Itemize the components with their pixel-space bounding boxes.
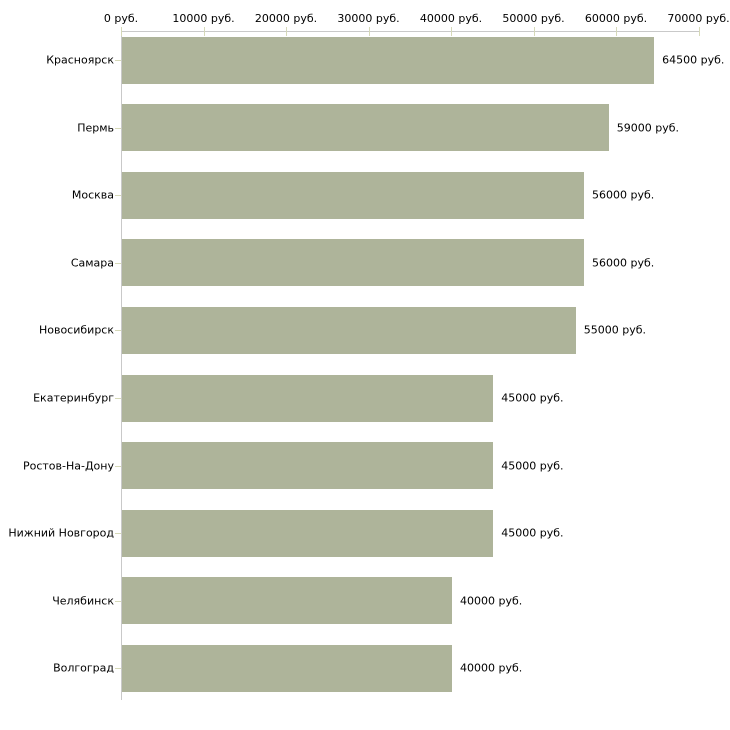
bar bbox=[122, 442, 494, 490]
bar bbox=[122, 104, 609, 152]
x-axis-tick-mark bbox=[451, 27, 452, 36]
category-tick-mark bbox=[115, 601, 121, 602]
bar bbox=[122, 36, 655, 84]
category-label: Ростов-На-Дону bbox=[22, 459, 114, 473]
x-axis-tick-label: 0 руб. bbox=[103, 12, 139, 25]
category-label: Екатеринбург bbox=[33, 391, 114, 405]
value-label: 40000 руб. bbox=[460, 661, 523, 675]
bar bbox=[122, 374, 494, 422]
category-tick-mark bbox=[115, 398, 121, 399]
x-axis-tick-mark bbox=[368, 27, 370, 36]
x-axis-tick-mark bbox=[203, 27, 205, 36]
x-axis-tick-mark bbox=[121, 27, 122, 36]
value-label: 56000 руб. bbox=[592, 256, 655, 270]
value-label: 59000 руб. bbox=[616, 121, 680, 135]
value-label: 45000 руб. bbox=[501, 526, 564, 540]
x-axis-tick-mark bbox=[616, 27, 617, 36]
bar bbox=[122, 171, 584, 219]
x-axis-tick-label: 30000 руб. bbox=[337, 12, 400, 25]
bar bbox=[122, 509, 494, 557]
x-axis-tick-label: 10000 руб. bbox=[172, 12, 235, 25]
bar bbox=[122, 239, 584, 287]
category-tick-mark bbox=[115, 128, 121, 129]
category-label: Красноярск bbox=[46, 53, 114, 67]
category-tick-mark bbox=[115, 668, 121, 669]
value-label: 40000 руб. bbox=[460, 594, 523, 608]
category-label: Самара bbox=[70, 256, 114, 270]
x-axis-tick-label: 70000 руб. bbox=[667, 12, 730, 25]
x-axis-tick-mark bbox=[698, 27, 700, 36]
value-label: 45000 руб. bbox=[501, 391, 564, 405]
category-tick-mark bbox=[115, 263, 121, 264]
x-axis-line bbox=[121, 31, 700, 32]
x-axis-tick-mark bbox=[533, 27, 535, 36]
x-axis-tick-label: 40000 руб. bbox=[419, 12, 483, 25]
bar bbox=[122, 306, 576, 354]
x-axis-tick-label: 50000 руб. bbox=[502, 12, 565, 25]
category-tick-mark bbox=[115, 60, 121, 61]
bar bbox=[122, 644, 452, 692]
category-label: Волгоград bbox=[53, 661, 114, 675]
value-label: 55000 руб. bbox=[583, 323, 647, 337]
category-tick-mark bbox=[115, 195, 121, 196]
category-tick-mark bbox=[115, 533, 121, 534]
category-tick-mark bbox=[115, 466, 121, 467]
x-axis-tick-mark bbox=[286, 27, 287, 36]
category-label: Новосибирск bbox=[38, 323, 114, 337]
y-axis-line bbox=[121, 31, 122, 700]
value-label: 56000 руб. bbox=[592, 188, 655, 202]
category-tick-mark bbox=[115, 330, 121, 331]
category-label: Нижний Новгород bbox=[8, 526, 114, 540]
value-label: 64500 руб. bbox=[662, 53, 725, 67]
x-axis-tick-label: 20000 руб. bbox=[254, 12, 318, 25]
bar bbox=[122, 577, 452, 625]
category-label: Челябинск bbox=[52, 594, 114, 608]
value-label: 45000 руб. bbox=[501, 459, 564, 473]
category-label: Пермь bbox=[77, 121, 114, 135]
x-axis-tick-label: 60000 руб. bbox=[584, 12, 648, 25]
category-label: Москва bbox=[71, 188, 114, 202]
